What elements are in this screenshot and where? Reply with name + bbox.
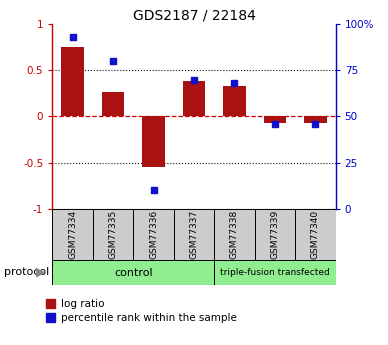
Bar <box>102 91 124 117</box>
Bar <box>61 47 84 117</box>
Bar <box>214 209 255 260</box>
Bar <box>183 81 205 117</box>
Text: GSM77339: GSM77339 <box>270 210 279 259</box>
Bar <box>174 209 214 260</box>
Point <box>191 77 197 82</box>
Bar <box>142 117 165 167</box>
Bar <box>93 209 133 260</box>
Text: GSM77338: GSM77338 <box>230 210 239 259</box>
Bar <box>255 209 295 260</box>
Legend: log ratio, percentile rank within the sample: log ratio, percentile rank within the sa… <box>44 297 239 325</box>
Text: GSM77340: GSM77340 <box>311 210 320 259</box>
Bar <box>264 117 286 123</box>
Point <box>69 34 76 40</box>
Bar <box>304 117 327 123</box>
Title: GDS2187 / 22184: GDS2187 / 22184 <box>133 9 255 23</box>
Text: GSM77336: GSM77336 <box>149 210 158 259</box>
Point <box>272 121 278 127</box>
Point <box>151 187 157 193</box>
Bar <box>52 260 214 285</box>
Bar <box>52 209 93 260</box>
Text: ▶: ▶ <box>36 265 45 278</box>
Text: control: control <box>114 268 152 277</box>
Bar <box>223 86 246 117</box>
Bar <box>295 209 336 260</box>
Point <box>231 80 237 86</box>
Text: GSM77337: GSM77337 <box>189 210 199 259</box>
Bar <box>214 260 336 285</box>
Text: protocol: protocol <box>4 267 49 277</box>
Text: triple-fusion transfected: triple-fusion transfected <box>220 268 330 277</box>
Point <box>110 58 116 64</box>
Text: GSM77334: GSM77334 <box>68 210 77 259</box>
Point <box>312 121 319 127</box>
Text: GSM77335: GSM77335 <box>109 210 118 259</box>
Bar <box>133 209 174 260</box>
